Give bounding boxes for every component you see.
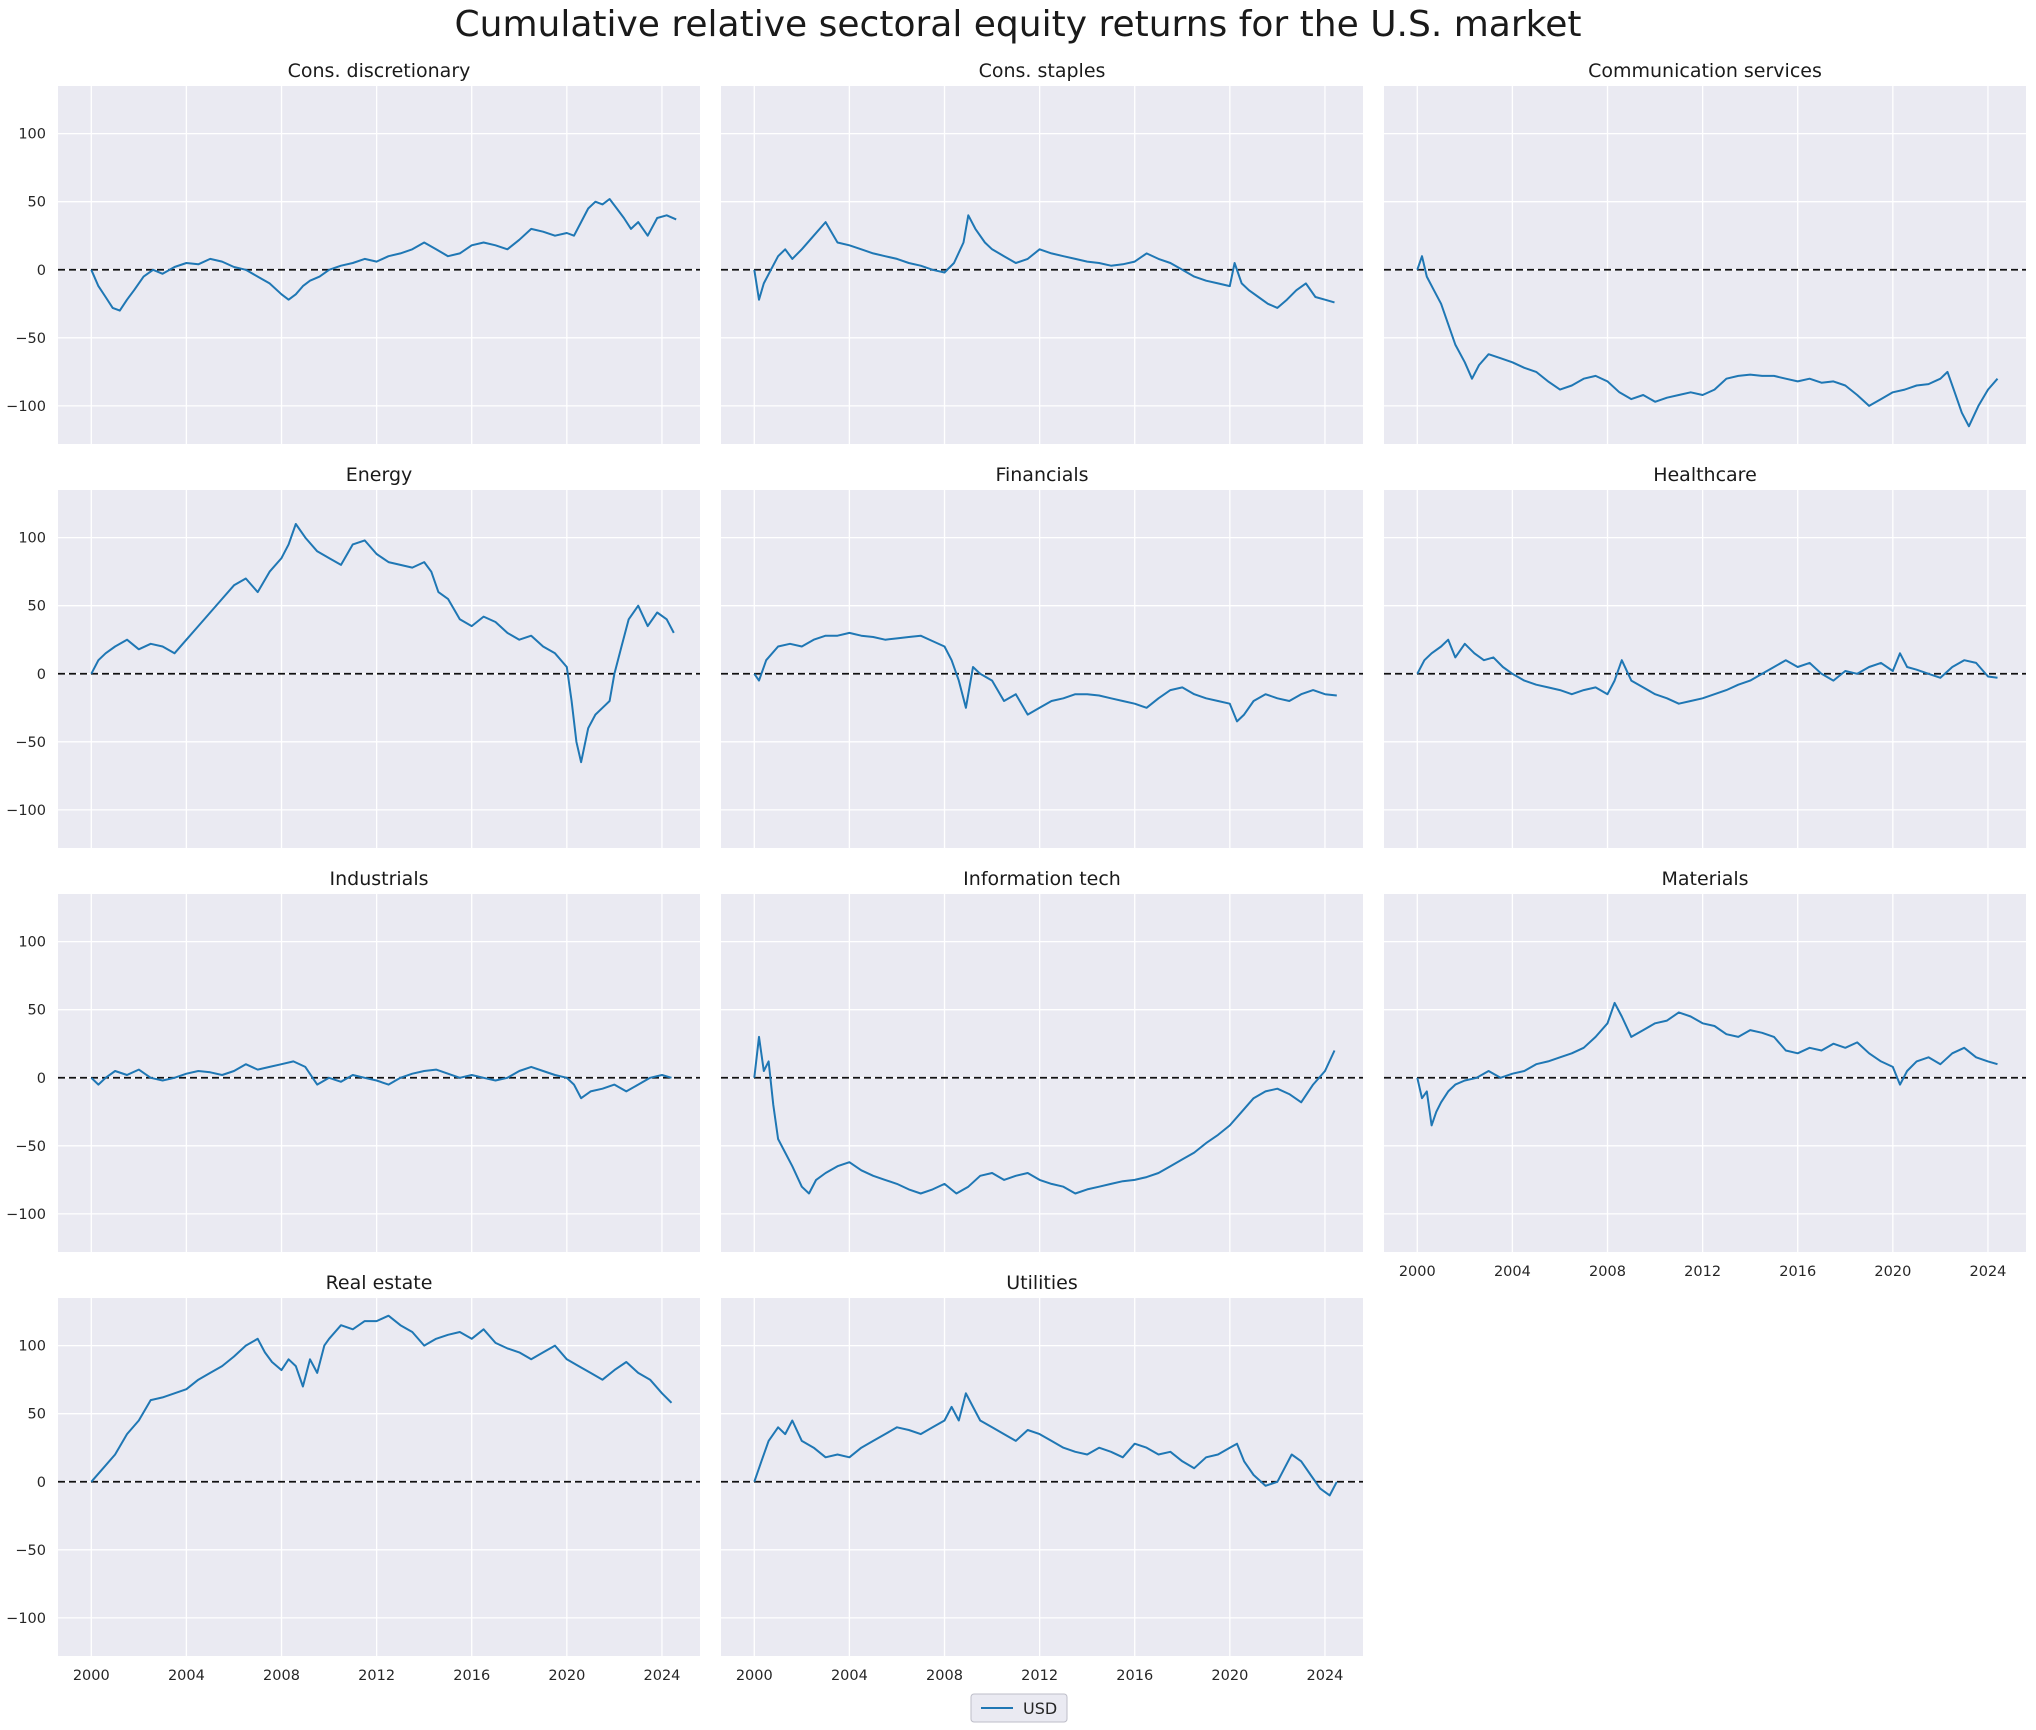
panel-title-utilities: Utilities	[1006, 1272, 1078, 1294]
series-line-usd	[1416, 1001, 1998, 1127]
y-tick-label: 50	[28, 1407, 46, 1423]
panel-materials: Materials 2000 2004 2008 2012 2016 2020 2024	[1384, 868, 2026, 1280]
panel-title-cons-staples: Cons. staples	[979, 60, 1106, 82]
panel-title-materials: Materials	[1661, 868, 1748, 890]
panel-utilities: Utilities 2000 2004 2008 2012 2016 2020 2024	[721, 1272, 1363, 1684]
y-tick-label: 100	[18, 1339, 46, 1355]
plot-area-industrials	[58, 894, 700, 1252]
y-tick-label: 0	[37, 1071, 46, 1087]
x-tick-label: 2016	[1779, 1264, 1816, 1280]
x-tick-label: 2004	[168, 1668, 205, 1684]
plot-area-communication-services	[1384, 86, 2026, 444]
plot-area-healthcare	[1384, 490, 2026, 848]
y-tick-label: 100	[18, 127, 46, 143]
x-tick-label: 2016	[1116, 1668, 1153, 1684]
panel-financials: Financials	[721, 464, 1363, 848]
x-tick-label: 2012	[1684, 1264, 1721, 1280]
x-tick-label: 2008	[263, 1668, 300, 1684]
series-line-usd	[1416, 255, 1999, 428]
plot-area-cons-staples	[721, 86, 1363, 444]
panel-energy: Energy 100 50 0 −50 −100	[6, 464, 700, 848]
panel-industrials: Industrials 100 50 0 −50 −100	[6, 868, 700, 1252]
x-tick-label: 2004	[1494, 1264, 1531, 1280]
panel-title-energy: Energy	[346, 464, 413, 486]
panel-information-tech: Information tech	[721, 868, 1363, 1252]
y-tick-label: −50	[15, 735, 46, 751]
panel-communication-services: Communication services	[1384, 60, 2026, 444]
series-line-usd	[753, 1035, 1336, 1195]
plot-area-materials	[1384, 894, 2026, 1252]
panel-healthcare: Healthcare	[1384, 464, 2026, 848]
x-tick-label: 2004	[831, 1668, 868, 1684]
plot-area-real-estate	[58, 1298, 700, 1656]
series-line-usd	[90, 1314, 673, 1483]
panel-real-estate: Real estate 100 50 0 −50 −100 2000 2004 2008 2012…	[6, 1272, 700, 1684]
panel-title-healthcare: Healthcare	[1653, 464, 1757, 486]
legend-box	[970, 1693, 1068, 1723]
panel-title-information-tech: Information tech	[963, 868, 1121, 890]
plot-area-utilities	[721, 1298, 1363, 1656]
y-tick-label: −50	[15, 1543, 46, 1559]
y-tick-label: −100	[6, 803, 46, 819]
panel-cons-discretionary: Cons. discretionary 100 50 0 −50 −100	[6, 60, 700, 444]
y-tick-label: 100	[18, 531, 46, 547]
series-line-usd	[753, 631, 1337, 723]
plot-area-financials	[721, 490, 1363, 848]
x-tick-label: 2000	[73, 1668, 110, 1684]
x-tick-label: 2020	[1211, 1668, 1248, 1684]
panel-cons-staples: Cons. staples	[721, 60, 1363, 444]
series-line-usd	[90, 523, 675, 764]
x-tick-label: 2024	[1307, 1668, 1344, 1684]
x-tick-label: 2000	[1399, 1264, 1436, 1280]
y-tick-label: −100	[6, 1611, 46, 1627]
y-tick-label: −50	[15, 1139, 46, 1155]
y-tick-label: −100	[6, 1207, 46, 1223]
y-tick-label: 100	[18, 935, 46, 951]
x-tick-label: 2008	[926, 1668, 963, 1684]
series-line-usd	[90, 1060, 672, 1100]
series-line-usd	[1416, 638, 1998, 705]
y-tick-label: 0	[37, 1475, 46, 1491]
x-tick-label: 2016	[453, 1668, 490, 1684]
x-tick-label: 2024	[644, 1668, 681, 1684]
panel-title-industrials: Industrials	[329, 868, 428, 890]
x-tick-label: 2024	[1970, 1264, 2007, 1280]
plot-area-cons-discretionary	[58, 86, 700, 444]
panel-title-cons-discretionary: Cons. discretionary	[288, 60, 471, 82]
x-tick-label: 2012	[1021, 1668, 1058, 1684]
figure-title: Cumulative relative sectoral equity retu…	[454, 4, 1581, 45]
x-tick-label: 2008	[1589, 1264, 1626, 1280]
plot-area-energy	[58, 490, 700, 848]
series-line-usd	[753, 1392, 1338, 1497]
y-tick-label: 50	[28, 195, 46, 211]
x-tick-label: 2012	[358, 1668, 395, 1684]
panel-title-real-estate: Real estate	[326, 1272, 433, 1294]
panel-title-communication-services: Communication services	[1588, 60, 1822, 82]
x-tick-label: 2020	[1874, 1264, 1911, 1280]
y-tick-label: −50	[15, 331, 46, 347]
y-tick-label: 50	[28, 1003, 46, 1019]
y-tick-label: −100	[6, 399, 46, 415]
y-tick-label: 0	[37, 263, 46, 279]
chart-panels: Cons. discretionary 100 50 0 −50 −100 Cons. st…	[6, 60, 2026, 1684]
panel-title-financials: Financials	[995, 464, 1088, 486]
y-tick-label: 0	[37, 667, 46, 683]
y-tick-label: 50	[28, 599, 46, 615]
x-tick-label: 2000	[736, 1668, 773, 1684]
x-tick-label: 2020	[548, 1668, 585, 1684]
legend: USD	[970, 1693, 1068, 1723]
legend-label-usd: USD	[1023, 1699, 1057, 1718]
plot-area-information-tech	[721, 894, 1363, 1252]
series-line-usd	[753, 214, 1335, 309]
series-line-usd	[90, 198, 677, 312]
